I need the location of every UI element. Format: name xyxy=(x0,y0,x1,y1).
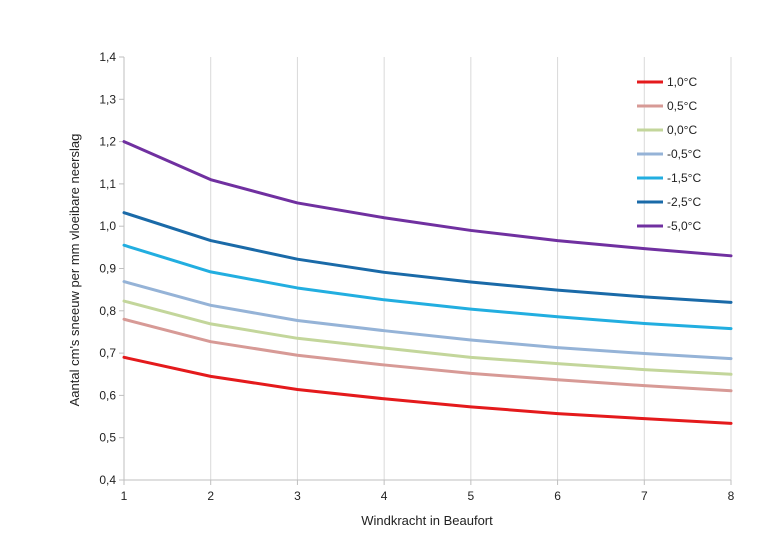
x-tick-label: 8 xyxy=(728,489,735,503)
gridlines xyxy=(210,57,732,480)
series-line-1 xyxy=(122,317,733,393)
legend-label: 0,5°C xyxy=(667,99,697,113)
series-line-6 xyxy=(122,140,733,258)
y-tick-label: 0,9 xyxy=(99,262,116,276)
legend-label: -5,0°C xyxy=(667,219,701,233)
series-line-4 xyxy=(122,243,733,331)
series-lines xyxy=(122,140,733,425)
legend-label: -1,5°C xyxy=(667,171,701,185)
axes xyxy=(119,56,732,485)
x-axis-title: Windkracht in Beaufort xyxy=(361,513,493,528)
series-line-0 xyxy=(122,355,733,425)
tick-labels: 0,4 0,5 0,6 0,7 0,8 0,9 1,0 1,1 1,2 1,3 1,4 1 2 3 4 5 6 7… xyxy=(99,50,734,503)
x-tick-label: 4 xyxy=(381,489,388,503)
x-tick-label: 5 xyxy=(468,489,475,503)
series-line-5 xyxy=(122,211,733,304)
y-tick-label: 0,7 xyxy=(99,346,116,360)
y-tick-label: 1,2 xyxy=(99,135,116,149)
x-tick-label: 7 xyxy=(641,489,648,503)
y-tick-label: 0,8 xyxy=(99,304,116,318)
legend-label: -0,5°C xyxy=(667,147,701,161)
y-tick-label: 1,3 xyxy=(99,92,116,106)
series-line-2 xyxy=(122,299,733,376)
y-axis-title: Aantal cm's sneeuw per mm vloeibare neer… xyxy=(67,134,82,407)
x-tick-label: 2 xyxy=(207,489,214,503)
legend: 1,0°C 0,5°C 0,0°C -0,5°C -1,5°C -2,5°C -5,0°C xyxy=(637,75,701,233)
x-tick-label: 3 xyxy=(294,489,301,503)
x-tick-label: 1 xyxy=(121,489,128,503)
y-tick-label: 0,4 xyxy=(99,473,116,487)
y-tick-label: 0,5 xyxy=(99,431,116,445)
y-tick-label: 1,4 xyxy=(99,50,116,64)
legend-label: 0,0°C xyxy=(667,123,697,137)
legend-label: 1,0°C xyxy=(667,75,697,89)
legend-label: -2,5°C xyxy=(667,195,701,209)
x-tick-label: 6 xyxy=(554,489,561,503)
y-tick-label: 0,6 xyxy=(99,388,116,402)
series-line-3 xyxy=(122,280,733,361)
y-tick-label: 1,1 xyxy=(99,177,116,191)
y-tick-label: 1,0 xyxy=(99,219,116,233)
